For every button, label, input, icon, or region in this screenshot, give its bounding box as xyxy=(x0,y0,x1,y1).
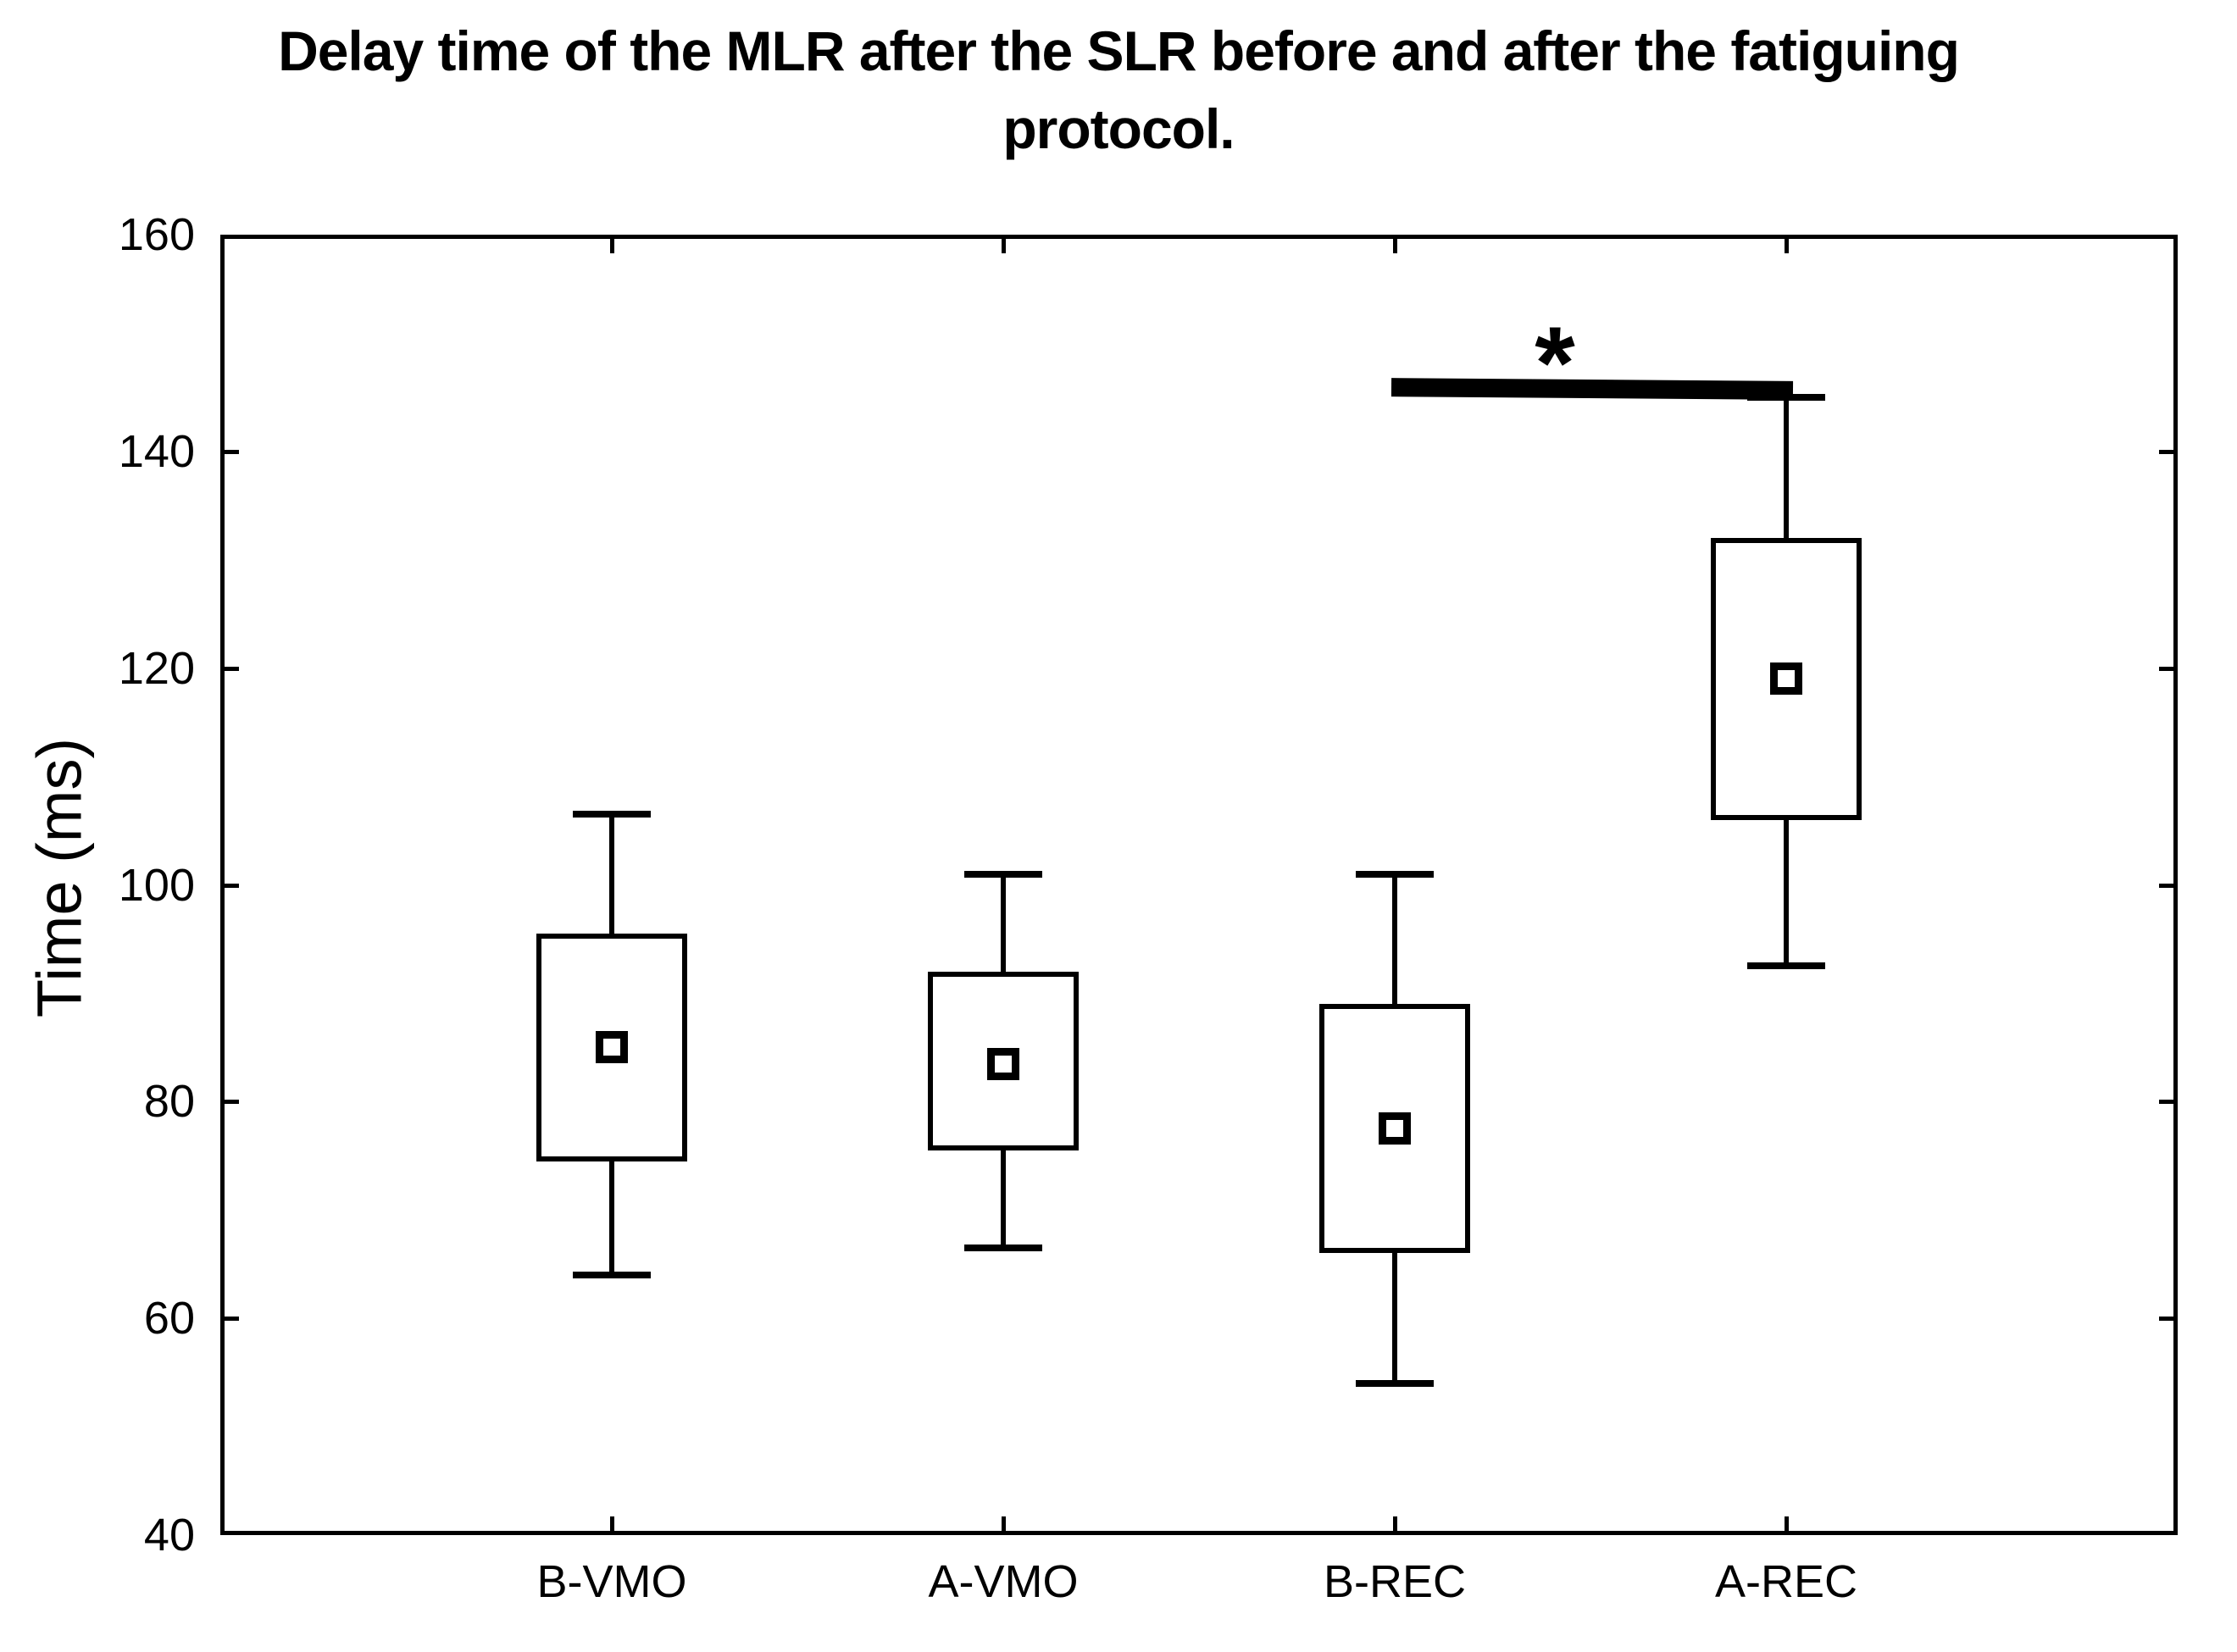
whisker-lower-line xyxy=(1784,819,1789,967)
x-axis-tick-bottom xyxy=(1785,1516,1789,1531)
whisker-lower-cap xyxy=(573,1272,651,1278)
y-tick-label: 160 xyxy=(118,209,195,260)
whisker-upper-cap xyxy=(964,870,1042,878)
y-axis-tick-right xyxy=(2159,666,2173,671)
mean-marker xyxy=(1770,662,1802,696)
y-axis-tick-left xyxy=(225,1317,239,1322)
x-axis-tick-top xyxy=(1393,239,1397,253)
y-axis-tick-right xyxy=(2159,1100,2173,1105)
whisker-lower-cap xyxy=(1747,962,1825,970)
plot-frame xyxy=(220,235,2178,1535)
x-axis-tick-top xyxy=(1785,239,1789,253)
chart-title-line-2: protocol. xyxy=(1002,97,1235,160)
whisker-lower-cap xyxy=(964,1245,1042,1252)
y-axis-tick-right xyxy=(2159,449,2173,454)
whisker-upper-line xyxy=(609,814,614,934)
whisker-lower-line xyxy=(1392,1253,1397,1383)
mean-marker xyxy=(1379,1112,1411,1145)
y-tick-label: 100 xyxy=(118,859,195,911)
y-axis-tick-left xyxy=(225,666,239,671)
significance-asterisk: * xyxy=(1535,304,1575,420)
box-B-VMO xyxy=(536,934,687,1161)
whisker-upper-line xyxy=(1392,873,1397,1005)
y-axis-tick-left xyxy=(225,883,239,888)
whisker-lower-cap xyxy=(1356,1379,1434,1387)
whisker-upper-cap xyxy=(573,811,651,818)
y-axis-tick-left xyxy=(225,1100,239,1105)
x-axis-tick-top xyxy=(610,239,614,253)
mean-marker xyxy=(987,1047,1019,1080)
x-tick-label: A-REC xyxy=(1714,1556,1857,1607)
whisker-lower-line xyxy=(1001,1150,1006,1249)
y-tick-label: 120 xyxy=(118,642,195,694)
x-tick-label: A-VMO xyxy=(928,1556,1079,1607)
whisker-upper-cap xyxy=(1356,870,1434,878)
y-axis-tick-right xyxy=(2159,1317,2173,1322)
chart-title-line-1: Delay time of the MLR after the SLR befo… xyxy=(278,19,1960,82)
x-tick-label: B-VMO xyxy=(536,1556,687,1607)
y-axis-tick-left xyxy=(225,449,239,454)
y-tick-label: 140 xyxy=(118,425,195,477)
whisker-upper-line xyxy=(1001,873,1006,972)
x-axis-tick-top xyxy=(1002,239,1006,253)
y-tick-label: 40 xyxy=(143,1510,195,1561)
mean-marker xyxy=(596,1031,628,1064)
x-axis-tick-bottom xyxy=(1393,1516,1397,1531)
whisker-upper-line xyxy=(1784,396,1789,539)
x-axis-tick-bottom xyxy=(610,1516,614,1531)
y-axis-tick-right xyxy=(2159,883,2173,888)
x-axis-tick-bottom xyxy=(1002,1516,1006,1531)
y-tick-label: 60 xyxy=(143,1293,195,1344)
whisker-lower-line xyxy=(609,1161,614,1275)
y-tick-label: 80 xyxy=(143,1076,195,1128)
x-tick-label: B-REC xyxy=(1323,1556,1466,1607)
